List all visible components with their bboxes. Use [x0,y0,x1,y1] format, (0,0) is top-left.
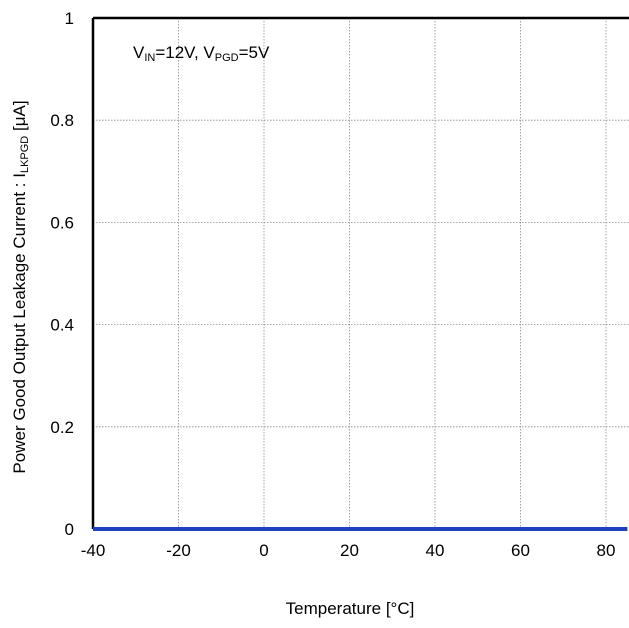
conditions-annotation: VIN=12V, VPGD=5V [133,43,270,64]
x-tick-label: 40 [426,541,445,560]
y-axis-title-sub: LKPGD [19,136,31,173]
x-tick-label: 0 [259,541,268,560]
x-tick-label: 60 [511,541,530,560]
y-tick-label: 1 [65,9,74,28]
annotation-v2-sub: PGD [215,52,239,64]
grid-lines [93,18,629,529]
annotation-v1: V [133,43,145,62]
annotation-v1-val: =12V, V [155,43,215,62]
y-tick-label: 0 [65,520,74,539]
x-tick-label: -40 [81,541,106,560]
x-axis-title: Temperature [°C] [286,599,415,618]
y-axis-title-prefix: Power Good Output Leakage Current : I [10,173,29,474]
annotation-v1-sub: IN [144,52,155,64]
y-tick-label: 0.6 [50,213,74,232]
y-tick-label: 0.4 [50,316,74,335]
y-tick-labels: 0 0.2 0.4 0.6 0.8 1 [50,9,74,539]
x-tick-label: 80 [597,541,616,560]
y-axis-title-suffix: [μA] [10,100,29,135]
annotation-v2-val: =5V [239,43,270,62]
x-tick-label: 20 [340,541,359,560]
y-tick-label: 0.2 [50,418,74,437]
y-axis-title: Power Good Output Leakage Current : ILKP… [10,100,31,473]
x-tick-labels: -40 -20 0 20 40 60 80 [81,541,616,560]
y-tick-label: 0.8 [50,111,74,130]
x-tick-label: -20 [166,541,191,560]
axes [91,16,629,529]
